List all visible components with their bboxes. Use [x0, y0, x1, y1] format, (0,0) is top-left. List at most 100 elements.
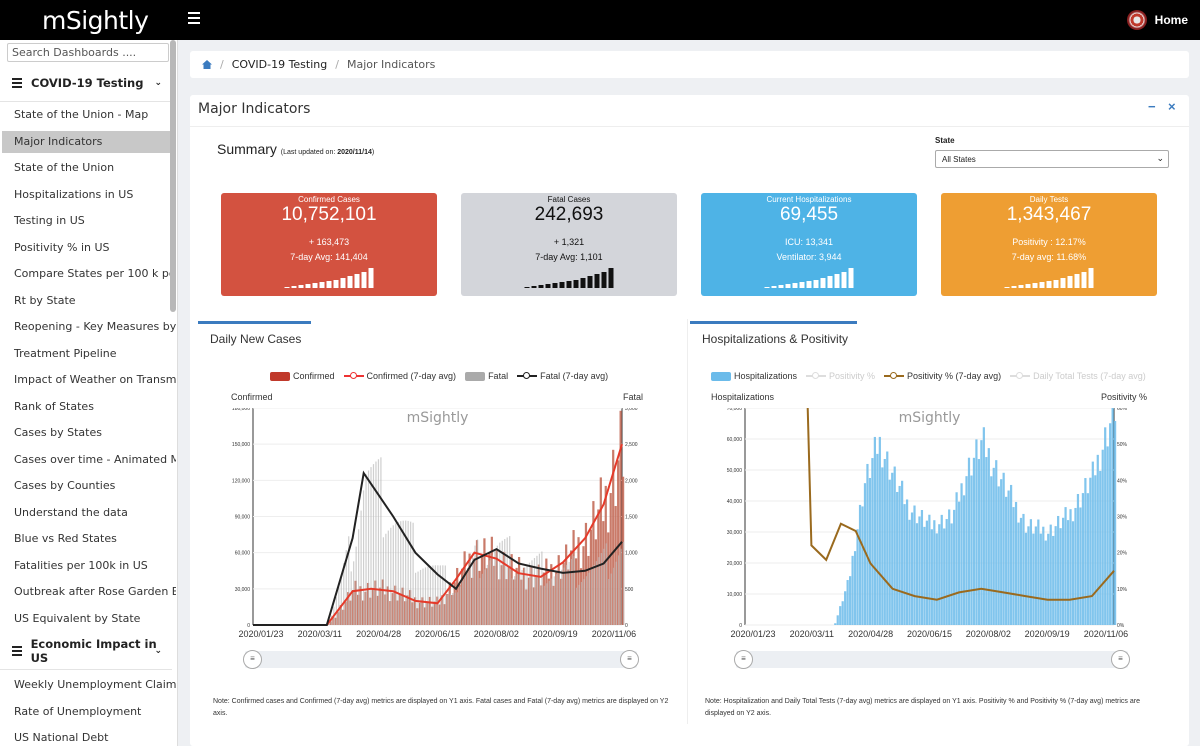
range-handle-left[interactable]: ≡: [243, 650, 262, 669]
bar: [600, 553, 602, 625]
sidebar-item[interactable]: Rate of Unemployment: [14, 704, 142, 718]
sparkline-bar: [820, 278, 826, 288]
bar: [593, 565, 595, 625]
sidebar-item[interactable]: Positivity % in US: [14, 240, 110, 254]
close-button[interactable]: ×: [1168, 99, 1176, 114]
legend-daily-tests-avg[interactable]: Daily Total Tests (7-day avg): [1010, 371, 1146, 381]
legend-positivity[interactable]: Positivity %: [806, 371, 875, 381]
search-input[interactable]: Search Dashboards ....: [7, 43, 169, 62]
sidebar-item[interactable]: Rt by State: [14, 293, 76, 307]
bar: [452, 593, 454, 625]
y-tick-label: 20,000: [727, 561, 743, 567]
avatar[interactable]: [1126, 10, 1147, 30]
bar: [501, 540, 503, 625]
bar: [353, 561, 355, 625]
sidebar-item[interactable]: US National Debt: [14, 731, 109, 744]
y-tick-label: 30,000: [727, 530, 743, 536]
bar: [972, 457, 976, 625]
card-line1: ICU: 13,341: [784, 237, 834, 247]
range-handle-left[interactable]: ≡: [734, 650, 753, 669]
bar: [471, 553, 474, 625]
user-menu[interactable]: Home: [1126, 10, 1188, 30]
bar: [469, 560, 471, 625]
tab-daily-new-cases[interactable]: Daily New Cases: [198, 321, 311, 358]
bar: [382, 537, 385, 625]
sidebar-section-covid[interactable]: COVID-19 Testing ⌄: [0, 64, 172, 102]
sidebar-item[interactable]: State of the Union: [14, 161, 115, 174]
home-link[interactable]: Home: [1154, 13, 1188, 27]
y2-tick-label: 1,000: [625, 551, 638, 557]
sidebar-item[interactable]: Cases by Counties: [14, 479, 116, 492]
sidebar-item[interactable]: Treatment Pipeline: [14, 346, 117, 360]
range-handle-right[interactable]: ≡: [620, 650, 639, 669]
bar: [531, 560, 533, 625]
sidebar-item[interactable]: State of the Union - Map: [14, 108, 149, 121]
bar: [849, 576, 852, 625]
range-handle-right[interactable]: ≡: [1111, 650, 1130, 669]
legend-confirmed[interactable]: Confirmed: [270, 371, 335, 381]
sidebar-item[interactable]: Blue vs Red States: [14, 532, 117, 545]
bar: [432, 565, 434, 625]
sidebar-item[interactable]: Hospitalizations in US: [14, 187, 134, 201]
sidebar-section-economic[interactable]: Economic Impact in US ⌄: [0, 632, 172, 670]
confirmed-cases-card[interactable]: Confirmed Cases 10,752,101 + 163,473 7-d…: [221, 193, 437, 296]
sidebar-item[interactable]: Outbreak after Rose Garden E...: [14, 585, 176, 598]
home-icon[interactable]: [202, 60, 212, 69]
bar: [933, 520, 936, 625]
hospitalizations-card[interactable]: Current Hospitalizations 69,455 ICU: 13,…: [701, 193, 917, 296]
x-tick-label: 2020/09/19: [533, 629, 578, 639]
legend-positivity-avg[interactable]: Positivity % (7-day avg): [884, 371, 1001, 381]
sidebar-item[interactable]: Major Indicators: [2, 130, 176, 153]
sidebar-item[interactable]: Reopening - Key Measures by ...: [14, 320, 176, 333]
daily-tests-card[interactable]: Daily Tests 1,343,467 Positivity : 12.17…: [941, 193, 1157, 296]
sidebar-scrollbar[interactable]: [170, 40, 176, 312]
tab-hospitalizations-positivity[interactable]: Hospitalizations & Positivity: [690, 321, 857, 358]
bar: [521, 570, 523, 625]
menu-toggle-icon[interactable]: [188, 12, 200, 24]
sidebar-item[interactable]: Cases by States: [14, 426, 102, 439]
legend-confirmed-avg[interactable]: Confirmed (7-day avg): [343, 371, 456, 381]
bar: [427, 566, 429, 625]
state-select[interactable]: All States ⌄: [935, 150, 1169, 168]
fatal-cases-card[interactable]: Fatal Cases 242,693 + 1,321 7-day Avg: 1…: [461, 193, 677, 296]
bar: [390, 527, 392, 625]
bar: [863, 483, 867, 625]
chart1-range-slider[interactable]: ≡ ≡: [243, 650, 639, 669]
breadcrumb-covid-testing[interactable]: COVID-19 Testing: [231, 58, 328, 71]
bar: [462, 580, 464, 625]
legend-fatal[interactable]: Fatal: [465, 371, 508, 381]
bar: [844, 591, 847, 625]
sidebar-item[interactable]: Cases over time - Animated M...: [14, 452, 176, 466]
logo[interactable]: mSightly: [42, 6, 149, 35]
sidebar-item[interactable]: Fatalities per 100k in US: [14, 558, 148, 572]
legend-fatal-avg[interactable]: Fatal (7-day avg): [517, 371, 608, 381]
sparkline-bar: [841, 272, 847, 288]
legend-hospitalizations[interactable]: Hospitalizations: [711, 371, 797, 381]
sidebar-item[interactable]: Rank of States: [14, 399, 94, 413]
chart2-range-slider[interactable]: ≡ ≡: [734, 650, 1130, 669]
sidebar-item[interactable]: Impact of Weather on Transmi...: [14, 373, 176, 386]
sidebar-item[interactable]: Understand the data: [14, 505, 128, 519]
x-tick-label: 2020/09/19: [1025, 629, 1070, 639]
sidebar-section-label: COVID-19 Testing: [31, 75, 144, 90]
bar: [511, 578, 513, 625]
bar: [836, 615, 839, 625]
hospitalizations-chart[interactable]: 70,000 60,000 50,000 40,000 30,000 20,000 10,0…: [702, 408, 1162, 648]
sparkline-bar: [305, 284, 311, 288]
sidebar-item[interactable]: Compare States per 100 k pop...: [14, 267, 176, 280]
bar: [355, 546, 357, 625]
sidebar-item[interactable]: Testing in US: [14, 214, 85, 227]
sidebar-item[interactable]: Weekly Unemployment Claims: [14, 678, 176, 691]
bar: [377, 459, 380, 625]
minimize-button[interactable]: −: [1148, 99, 1156, 114]
bar: [1022, 513, 1025, 625]
bar: [876, 453, 879, 625]
bar: [923, 526, 926, 625]
state-select-value: All States: [942, 155, 976, 164]
sidebar-item[interactable]: US Equivalent by State: [14, 611, 141, 625]
sparkline-bar: [552, 283, 558, 288]
y-tick-label: 180,000: [232, 408, 250, 412]
daily-new-cases-chart[interactable]: 180,000 150,000 120,000 90,000 60,000 30,000 0…: [210, 408, 670, 648]
bar: [910, 512, 914, 625]
bar: [1032, 533, 1035, 625]
